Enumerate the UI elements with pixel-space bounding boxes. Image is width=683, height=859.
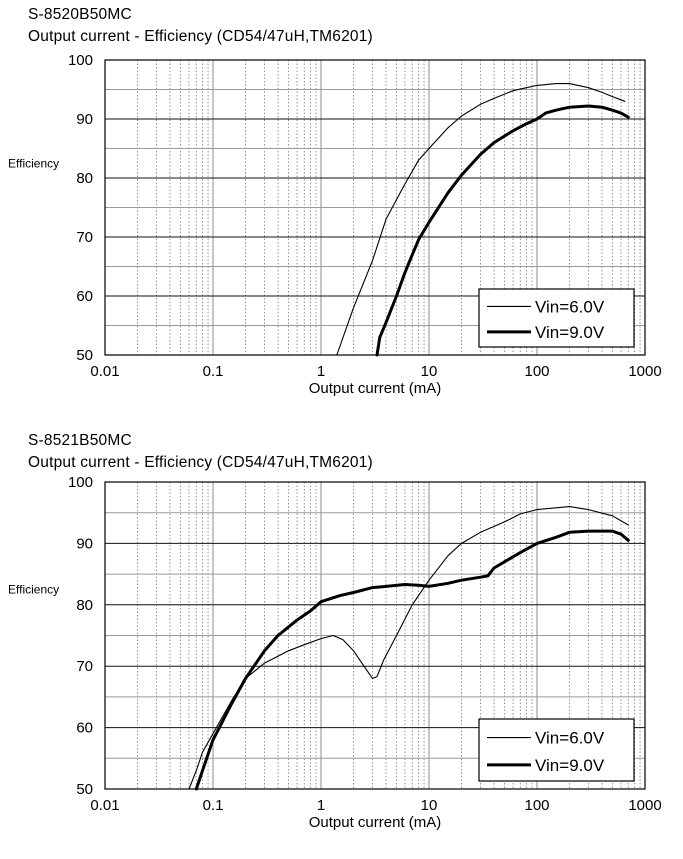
- chart-panel-1: S-8520B50MC Output current - Efficiency …: [0, 0, 683, 420]
- y-axis-label: Efficiency: [8, 156, 59, 170]
- x-tick-label: 1: [317, 797, 325, 814]
- y-tick-label: 90: [76, 111, 93, 128]
- chart-subtitle: Output current - Efficiency (CD54/47uH,T…: [28, 28, 373, 45]
- chart-title: S-8521B50MC: [28, 432, 132, 449]
- chart-title: S-8520B50MC: [28, 6, 132, 23]
- x-tick-label: 0.01: [90, 797, 119, 814]
- x-tick-label: 0.1: [203, 797, 224, 814]
- x-tick-label: 1: [317, 363, 325, 380]
- y-tick-label: 60: [76, 720, 93, 737]
- y-tick-label: 70: [76, 229, 93, 246]
- y-axis-label: Efficiency: [8, 582, 59, 596]
- y-tick-label: 100: [68, 52, 93, 69]
- legend-label: Vin=9.0V: [535, 756, 605, 775]
- chart-subtitle: Output current - Efficiency (CD54/47uH,T…: [28, 454, 373, 471]
- y-tick-label: 90: [76, 535, 93, 552]
- x-axis-label: Output current (mA): [309, 814, 442, 831]
- legend-box: [478, 718, 635, 782]
- y-tick-label: 50: [76, 347, 93, 364]
- y-tick-label: 50: [76, 781, 93, 798]
- x-tick-label: 100: [524, 797, 549, 814]
- x-tick-label: 0.01: [90, 363, 119, 380]
- y-tick-label: 80: [76, 597, 93, 614]
- legend-label: Vin=6.0V: [535, 297, 605, 316]
- series-line-1: [336, 83, 626, 356]
- chart-panel-2: S-8521B50MC Output current - Efficiency …: [0, 420, 683, 859]
- series-line-2: [375, 104, 630, 357]
- y-tick-label: 70: [76, 658, 93, 675]
- series-line-2: [194, 529, 630, 791]
- legend-box: [478, 288, 635, 348]
- y-tick-label: 60: [76, 288, 93, 305]
- x-tick-label: 10: [421, 797, 438, 814]
- y-tick-label: 80: [76, 170, 93, 187]
- efficiency-chart-1: 50 60 70 80 90 100 0.01 0.1 1 10 100 1000 Output cur…: [8, 52, 662, 397]
- legend-label: Vin=9.0V: [535, 323, 605, 342]
- y-tick-label: 100: [68, 476, 93, 491]
- x-axis-label: Output current (mA): [309, 380, 442, 397]
- x-tick-label: 1000: [628, 797, 661, 814]
- legend-label: Vin=6.0V: [535, 729, 605, 748]
- x-tick-label: 10: [421, 363, 438, 380]
- plot-frame: [104, 481, 646, 790]
- x-tick-label: 1000: [628, 363, 661, 380]
- efficiency-chart-2: 50 60 70 80 90 100 0.01 0.1 1 10 100 1000 Output cur…: [8, 476, 662, 831]
- x-tick-label: 100: [524, 363, 549, 380]
- plot-frame: [104, 59, 646, 356]
- x-tick-label: 0.1: [203, 363, 224, 380]
